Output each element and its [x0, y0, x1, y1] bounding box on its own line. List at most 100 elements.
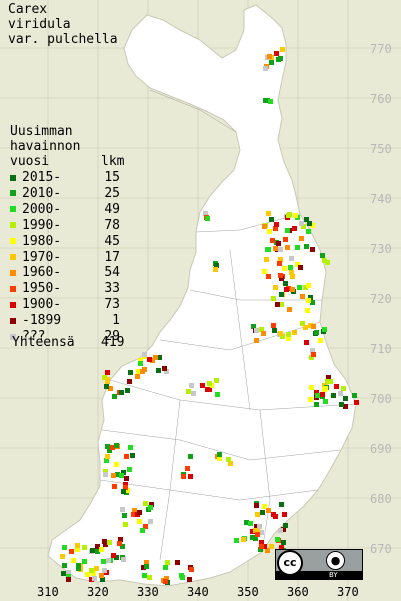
observation-square	[157, 355, 162, 360]
observation-square	[289, 270, 294, 275]
observation-square	[137, 519, 142, 524]
observation-square	[75, 543, 80, 548]
observation-square	[228, 461, 233, 466]
observation-square	[306, 298, 311, 303]
observation-square	[94, 566, 99, 571]
observation-square	[298, 265, 303, 270]
observation-square	[119, 390, 124, 395]
y-tick-label: 700	[370, 392, 392, 406]
observation-square	[289, 256, 294, 261]
legend-row: 2015- 15	[10, 170, 120, 186]
observation-square	[271, 512, 276, 517]
legend-range: 2015-	[22, 170, 62, 185]
observation-square	[120, 507, 125, 512]
observation-square	[120, 544, 125, 549]
legend-row: -1899 1	[10, 313, 120, 329]
y-tick-label: 750	[370, 142, 392, 156]
y-tick-label: 760	[370, 92, 392, 106]
legend-col-count: lkm	[101, 154, 125, 169]
observation-square	[278, 528, 283, 533]
legend-swatch	[10, 333, 16, 340]
observation-square	[278, 257, 283, 262]
observation-square	[186, 389, 191, 394]
observation-square	[142, 367, 147, 372]
legend-count: 54	[104, 265, 120, 281]
observation-square	[148, 519, 153, 524]
legend-swatch	[10, 269, 16, 276]
observation-square	[259, 544, 264, 549]
observation-square	[325, 379, 330, 384]
observation-square	[279, 292, 284, 297]
observation-square	[310, 247, 315, 252]
observation-square	[99, 573, 104, 578]
species-name-2: viridula	[8, 17, 71, 32]
observation-square	[267, 229, 272, 234]
observation-square	[315, 393, 320, 398]
observation-square	[112, 484, 117, 489]
observation-square	[278, 247, 283, 252]
legend-count: 33	[104, 281, 120, 297]
observation-square	[187, 577, 192, 582]
observation-square	[125, 488, 130, 493]
observation-square	[255, 512, 260, 517]
observation-square	[286, 336, 291, 341]
observation-square	[217, 452, 222, 457]
observation-square	[306, 283, 311, 288]
observation-square	[271, 296, 276, 301]
observation-square	[76, 563, 81, 568]
observation-square	[288, 265, 293, 270]
observation-square	[285, 245, 290, 250]
observation-square	[144, 560, 149, 565]
observation-square	[102, 375, 107, 380]
observation-square	[352, 393, 357, 398]
y-tick-label: 690	[370, 442, 392, 456]
observation-square	[105, 379, 110, 384]
observation-square	[259, 327, 264, 332]
observation-square	[278, 331, 283, 336]
observation-square	[203, 211, 208, 216]
observation-square	[266, 274, 271, 279]
legend-row: 1990- 78	[10, 218, 120, 234]
observation-square	[304, 244, 309, 249]
legend-total-count: 419	[101, 335, 125, 350]
observation-square	[254, 524, 259, 529]
x-tick-label: 310	[37, 585, 59, 599]
observation-square	[299, 221, 304, 226]
observation-square	[102, 568, 107, 573]
observation-square	[267, 54, 272, 59]
x-tick-label: 370	[337, 585, 359, 599]
observation-square	[318, 338, 323, 343]
observation-square	[135, 374, 140, 379]
observation-square	[283, 523, 288, 528]
observation-square	[314, 330, 319, 335]
observation-square	[114, 555, 119, 560]
observation-square	[354, 400, 359, 405]
observation-square	[295, 245, 300, 250]
observation-square	[100, 577, 105, 582]
observation-square	[314, 402, 319, 407]
observation-square	[241, 537, 246, 542]
legend-count: 73	[104, 297, 120, 313]
observation-square	[121, 489, 126, 494]
legend-row: 1970- 17	[10, 250, 120, 266]
legend-swatch	[10, 317, 16, 324]
observation-square	[271, 323, 276, 328]
observation-square	[263, 98, 268, 103]
observation-square	[255, 532, 260, 537]
observation-square	[82, 545, 87, 550]
observation-square	[164, 576, 169, 581]
cc-license-badge: cc ● BY	[275, 549, 363, 580]
observation-square	[153, 355, 158, 360]
observation-square	[281, 527, 286, 532]
observation-square	[124, 476, 129, 481]
legend-range: 1980-	[22, 233, 62, 249]
observation-square	[262, 269, 267, 274]
observation-square	[136, 369, 141, 374]
legend-range: ???	[22, 329, 46, 344]
finland-land	[47, 4, 357, 587]
observation-square	[127, 379, 132, 384]
observation-square	[273, 285, 278, 290]
observation-square	[279, 276, 284, 281]
observation-square	[278, 56, 283, 61]
legend-heading-2: havainnon	[10, 139, 81, 154]
